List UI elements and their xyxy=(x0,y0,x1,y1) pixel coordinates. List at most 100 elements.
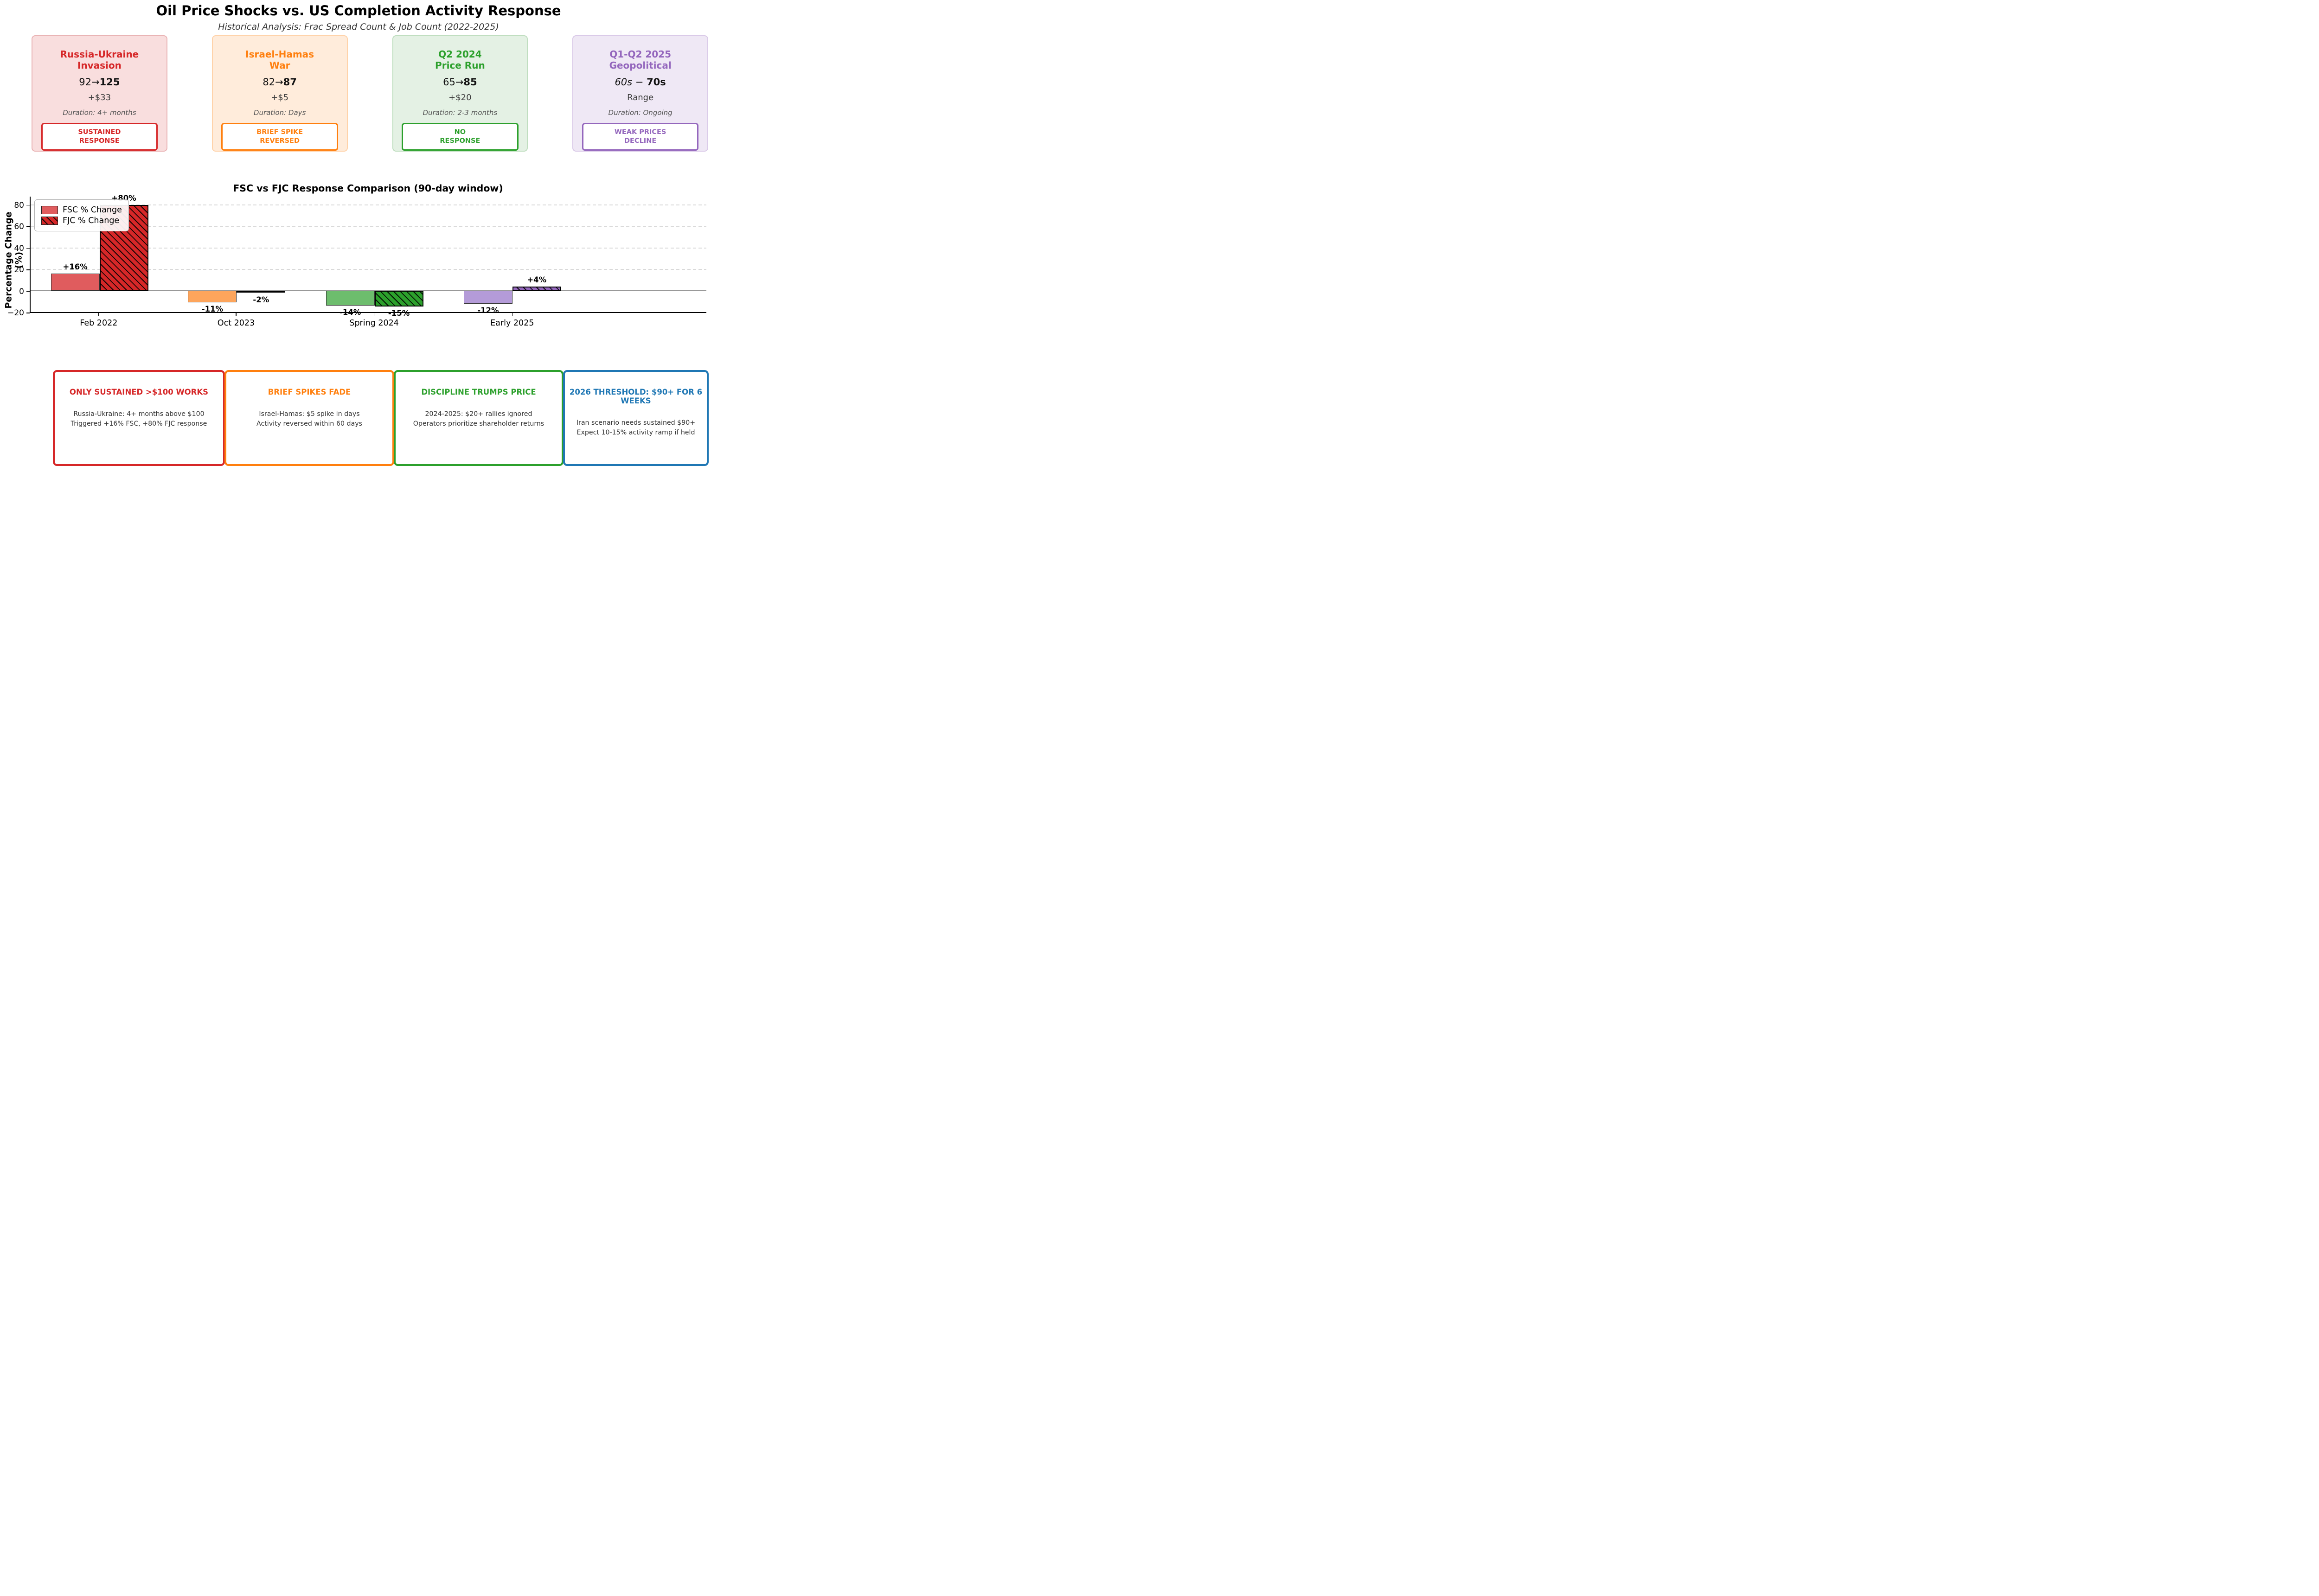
takeaway-body-line2: Expect 10-15% activity ramp if held xyxy=(577,429,695,437)
legend-entry-fjc: FJC % Change xyxy=(41,216,122,225)
card-title-line2: Invasion xyxy=(77,59,122,71)
response-badge: BRIEF SPIKE REVERSED xyxy=(221,123,338,151)
price-change: +$5 xyxy=(271,93,289,103)
x-tickmark xyxy=(512,313,513,316)
fsc-legend-swatch xyxy=(41,206,58,214)
event-card-q1-q2-2025: Q1-Q2 2025 Geopolitical 60s − 70s Range … xyxy=(572,35,708,152)
bar-value-label: -15% xyxy=(388,309,410,318)
bar-fsc-oct-2023 xyxy=(188,290,237,303)
response-badge: SUSTAINED RESPONSE xyxy=(41,123,158,151)
card-title: Israel-Hamas War xyxy=(245,49,314,71)
y-tickmark xyxy=(26,269,30,270)
takeaway-body-line1: 2024-2025: $20+ rallies ignored xyxy=(425,410,532,418)
y-tickmark xyxy=(26,248,30,249)
y-tick-label: 40 xyxy=(14,243,24,253)
x-tick-label: Early 2025 xyxy=(490,319,534,328)
takeaway-title: ONLY SUSTAINED >$100 WORKS xyxy=(69,388,209,396)
takeaway-title: DISCIPLINE TRUMPS PRICE xyxy=(421,388,536,396)
y-tickmark xyxy=(26,226,30,227)
duration-label: Duration: 2-3 months xyxy=(423,109,498,117)
gridline-20 xyxy=(31,268,706,270)
bar-value-label: -11% xyxy=(201,305,224,314)
duration-label: Duration: Days xyxy=(253,109,306,117)
gridline-60 xyxy=(31,226,706,227)
y-tick-label: 60 xyxy=(14,222,24,232)
event-card-russia-ukraine: Russia-Ukraine Invasion 92→125 +$33 Dura… xyxy=(32,35,167,152)
legend-label: FSC % Change xyxy=(63,205,122,215)
legend-entry-fsc: FSC % Change xyxy=(41,205,122,215)
event-card-israel-hamas: Israel-Hamas War 82→87 +$5 Duration: Day… xyxy=(211,35,348,152)
badge-line2: REVERSED xyxy=(260,137,300,145)
price-change: Range xyxy=(627,93,654,103)
page-subtitle: Historical Analysis: Frac Spread Count &… xyxy=(218,22,499,32)
bar-fsc-early-2025 xyxy=(463,290,512,304)
price-to: 125 xyxy=(99,77,120,88)
bar-fjc-oct-2023 xyxy=(237,290,286,293)
bar-fjc-feb-2022 xyxy=(99,205,148,291)
card-title: Q1-Q2 2025 Geopolitical xyxy=(609,49,672,71)
takeaway-box-brief-spikes: BRIEF SPIKES FADE Israel-Hamas: $5 spike… xyxy=(224,370,394,466)
badge-line2: DECLINE xyxy=(624,137,657,145)
takeaway-body-line1: Israel-Hamas: $5 spike in days xyxy=(259,410,360,418)
bar-value-label: +16% xyxy=(63,262,88,271)
badge-line1: SUSTAINED xyxy=(78,128,121,136)
takeaway-box-2026-threshold: 2026 THRESHOLD: $90+ FOR 6 WEEKS Iran sc… xyxy=(563,370,709,466)
card-title: Q2 2024 Price Run xyxy=(435,49,485,71)
price-move: 65→85 xyxy=(443,77,477,88)
takeaway-body: 2024-2025: $20+ rallies ignored Operator… xyxy=(396,409,562,429)
price-from: 65 xyxy=(443,77,455,88)
chart-title: FSC vs FJC Response Comparison (90-day w… xyxy=(233,183,503,194)
event-card-q2-2024: Q2 2024 Price Run 65→85 +$20 Duration: 2… xyxy=(392,35,528,152)
x-tick-label: Spring 2024 xyxy=(349,319,399,328)
gridline-40 xyxy=(31,247,706,249)
y-tick-label: 80 xyxy=(14,200,24,210)
legend-label: FJC % Change xyxy=(63,216,120,225)
card-title: Russia-Ukraine Invasion xyxy=(60,49,139,71)
bar-fjc-spring-2024 xyxy=(374,290,423,307)
y-tick-label: −20 xyxy=(7,308,24,318)
takeaway-body: Russia-Ukraine: 4+ months above $100 Tri… xyxy=(55,409,223,429)
x-tickmark xyxy=(373,313,375,316)
price-from: 82 xyxy=(263,77,275,88)
price-from: 60s xyxy=(615,77,633,88)
x-tick-label: Oct 2023 xyxy=(217,319,255,328)
price-move: 92→125 xyxy=(79,77,120,88)
bar-fsc-spring-2024 xyxy=(326,290,375,306)
y-tick-label: 20 xyxy=(14,265,24,275)
takeaway-title: BRIEF SPIKES FADE xyxy=(268,388,351,396)
bar-value-label: -14% xyxy=(339,308,361,317)
badge-line1: BRIEF SPIKE xyxy=(256,128,303,136)
price-to: 85 xyxy=(463,77,477,88)
page-title: Oil Price Shocks vs. US Completion Activ… xyxy=(156,3,561,19)
card-title-line2: Price Run xyxy=(435,59,485,71)
plot-area: +16% -11% -14% -12% +80% -2% -15% +4% xyxy=(30,194,706,318)
badge-line2: RESPONSE xyxy=(440,137,480,145)
price-from: 92 xyxy=(79,77,92,88)
card-title-line1: Q2 2024 xyxy=(438,49,482,60)
duration-label: Duration: Ongoing xyxy=(608,109,673,117)
price-change: +$33 xyxy=(88,93,111,103)
takeaway-body: Iran scenario needs sustained $90+ Expec… xyxy=(565,418,707,438)
price-to: 70s xyxy=(647,77,666,88)
bar-fjc-early-2025 xyxy=(512,286,561,291)
event-cards-row: Russia-Ukraine Invasion 92→125 +$33 Dura… xyxy=(32,35,708,152)
arrow-glyph: → xyxy=(275,77,283,88)
card-title-line2: Geopolitical xyxy=(609,59,672,71)
y-tickmark xyxy=(26,291,30,292)
takeaway-body: Israel-Hamas: $5 spike in days Activity … xyxy=(226,409,392,429)
card-title-line2: War xyxy=(269,59,290,71)
arrow-glyph: → xyxy=(91,77,100,88)
takeaway-box-sustained: ONLY SUSTAINED >$100 WORKS Russia-Ukrain… xyxy=(53,370,225,466)
bar-value-label: +4% xyxy=(527,275,547,284)
takeaway-title: 2026 THRESHOLD: $90+ FOR 6 WEEKS xyxy=(569,388,703,405)
x-tick-label: Feb 2022 xyxy=(80,319,118,328)
takeaway-box-discipline: DISCIPLINE TRUMPS PRICE 2024-2025: $20+ … xyxy=(394,370,564,466)
bar-fsc-feb-2022 xyxy=(51,274,100,291)
gridline-80 xyxy=(31,204,706,206)
price-to: 87 xyxy=(283,77,297,88)
takeaway-body-line1: Russia-Ukraine: 4+ months above $100 xyxy=(73,410,205,418)
y-axis-label: Percentage Change (%) xyxy=(3,211,24,309)
price-change: +$20 xyxy=(448,93,472,103)
legend: FSC % Change FJC % Change xyxy=(34,199,129,231)
bar-value-label: -12% xyxy=(477,306,499,315)
